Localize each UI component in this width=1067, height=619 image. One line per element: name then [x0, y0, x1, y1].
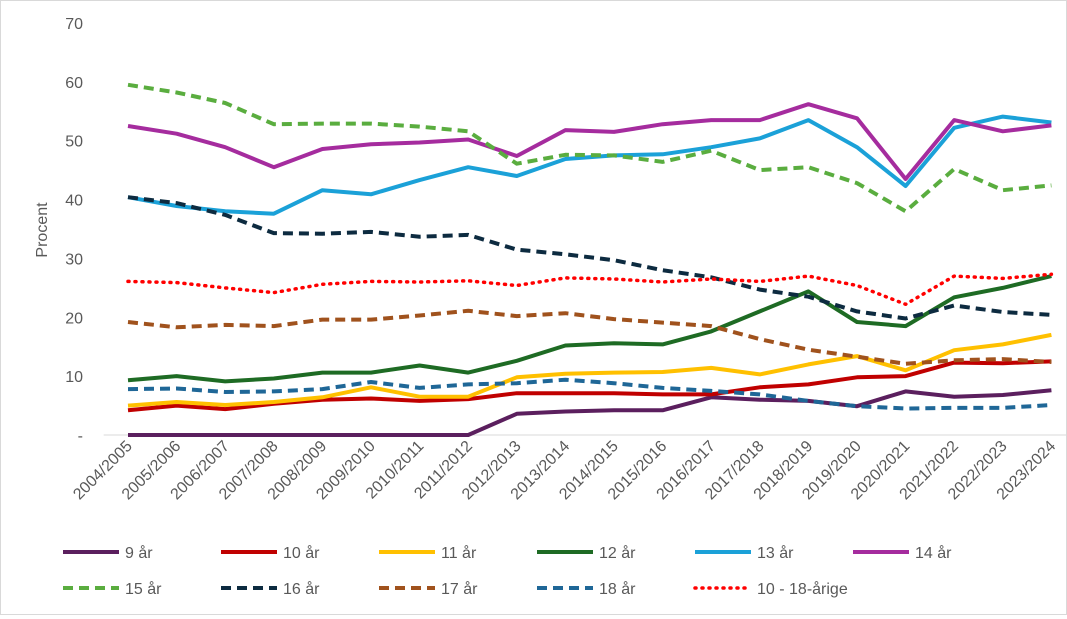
- y-tick-label: 20: [65, 310, 83, 327]
- series-line-13-r: [127, 114, 1052, 216]
- series-line-15-r: [127, 82, 1052, 214]
- y-tick-label: 60: [65, 75, 83, 92]
- series-line-12-r: [127, 274, 1052, 384]
- y-axis-label: Procent: [34, 202, 51, 258]
- y-tick-label: 50: [65, 134, 83, 151]
- plot-area: -102030405060702004/20052005/20062006/20…: [65, 16, 1067, 503]
- series-line-11-r: [127, 332, 1052, 408]
- series-line-10-18-rige: [126, 272, 1054, 307]
- legend-label-10-18-rige: 10 - 18-årige: [757, 580, 848, 598]
- legend-label-12-r: 12 år: [599, 544, 636, 562]
- legend-label-18-r: 18 år: [599, 580, 636, 598]
- legend-label-9-r: 9 år: [125, 544, 153, 562]
- y-tick-label: 40: [65, 193, 83, 210]
- series-line-9-r: [128, 388, 1052, 437]
- series-line-16-r: [127, 195, 1052, 321]
- legend-label-16-r: 16 år: [283, 580, 320, 598]
- y-tick-label: 30: [65, 251, 83, 268]
- series-line-17-r: [127, 308, 1052, 366]
- y-tick-label: 10: [65, 369, 83, 386]
- legend-label-11-r: 11 år: [441, 544, 477, 562]
- legend: 9 år 10 år 11 år 12 år 13 år 14 år 15 år 16 år 1…: [63, 544, 952, 598]
- legend-label-14-r: 14 år: [915, 544, 952, 562]
- legend-label-10-r: 10 år: [283, 544, 320, 562]
- legend-label-17-r: 17 år: [441, 580, 478, 598]
- series-line-18-r: [127, 377, 1052, 411]
- y-tick-label: 70: [65, 16, 83, 33]
- y-tick-label: -: [78, 428, 83, 445]
- legend-label-13-r: 13 år: [757, 544, 794, 562]
- series-line-14-r: [127, 102, 1052, 181]
- legend-label-15-r: 15 år: [125, 580, 162, 598]
